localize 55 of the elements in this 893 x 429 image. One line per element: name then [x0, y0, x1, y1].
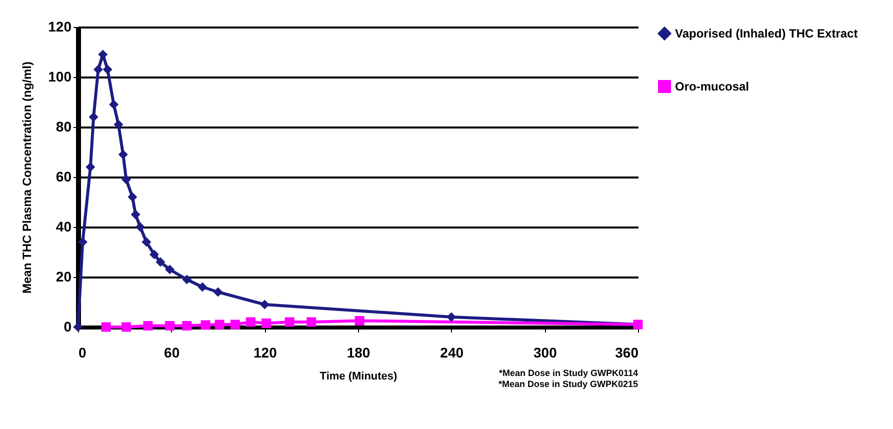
point — [101, 322, 111, 332]
point — [230, 320, 240, 330]
x-tick-label: 0 — [78, 344, 86, 360]
point — [143, 321, 153, 330]
point — [165, 264, 175, 274]
y-tick-label: 60 — [56, 168, 72, 184]
point — [213, 287, 223, 297]
legend-label: Oro-mucosal — [675, 80, 750, 94]
y-tick-label: 40 — [56, 218, 72, 234]
point — [261, 318, 271, 328]
point — [214, 320, 224, 330]
point — [130, 210, 140, 220]
point — [149, 250, 159, 260]
point — [78, 237, 88, 247]
point — [165, 321, 175, 330]
point — [260, 300, 270, 310]
x-tick-label: 300 — [533, 344, 558, 360]
point — [73, 322, 83, 332]
y-tick-label: 0 — [64, 318, 72, 334]
point — [306, 317, 316, 327]
legend-label: Vaporised (Inhaled) THC Extract — [675, 26, 858, 40]
x-tick-label: 240 — [440, 344, 464, 360]
point — [198, 282, 208, 292]
y-tick-label: 20 — [56, 268, 72, 284]
point — [93, 64, 103, 74]
x-tick-label: 360 — [615, 344, 639, 360]
point — [284, 317, 294, 327]
point — [354, 316, 364, 326]
point — [156, 257, 166, 267]
point — [182, 274, 192, 284]
point — [118, 150, 128, 160]
x-tick-label: 120 — [253, 344, 278, 360]
point — [142, 237, 152, 247]
point — [102, 64, 112, 74]
point — [109, 100, 119, 110]
point — [88, 112, 98, 122]
x-axis-title: Time (Minutes) — [320, 370, 398, 382]
point — [182, 321, 192, 330]
point — [135, 222, 145, 232]
point — [446, 312, 456, 322]
x-tick-label: 180 — [346, 344, 370, 360]
point — [128, 192, 138, 202]
point — [246, 317, 256, 327]
text: *Mean Dose in Study GWPK0215 — [498, 379, 638, 389]
point — [86, 162, 96, 172]
text: *Mean Dose in Study GWPK0114 — [498, 368, 638, 378]
point — [121, 174, 131, 184]
y-tick-label: 100 — [48, 68, 72, 84]
y-tick-label: 120 — [48, 18, 72, 34]
y-tick-label: 80 — [56, 118, 72, 134]
point — [121, 322, 131, 332]
x-tick-label: 60 — [164, 344, 180, 360]
point — [200, 320, 210, 330]
point — [114, 120, 124, 130]
y-axis-title: Mean THC Plasma Concentration (ng/ml) — [20, 61, 34, 294]
